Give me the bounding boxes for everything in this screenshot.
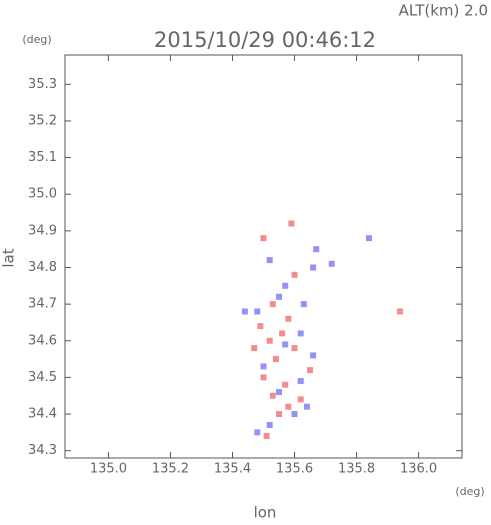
radar-cell (276, 293, 283, 300)
radar-cell (263, 433, 270, 440)
x-tick-label: 135.0 (90, 462, 127, 477)
x-label: lon (254, 504, 277, 522)
radar-cell (288, 220, 295, 227)
y-tick-label: 34.5 (28, 370, 57, 385)
y-tick-label: 34.3 (28, 443, 57, 458)
radar-cell (303, 403, 310, 410)
radar-cell (300, 301, 307, 308)
y-tick-label: 34.4 (28, 407, 57, 422)
radar-cell (291, 271, 298, 278)
y-unit: (deg) (22, 33, 51, 46)
radar-cell (285, 315, 292, 322)
plot-frame (64, 54, 463, 459)
radar-cell (279, 330, 286, 337)
y-tick-label: 35.2 (28, 113, 57, 128)
radar-cell (266, 257, 273, 264)
y-tick-label: 34.9 (28, 223, 57, 238)
radar-cell (285, 403, 292, 410)
radar-cell (251, 345, 258, 352)
radar-cell (269, 301, 276, 308)
y-tick-label: 35.3 (28, 77, 57, 92)
radar-cell (260, 363, 267, 370)
radar-cell (272, 356, 279, 363)
radar-cell (257, 323, 264, 330)
radar-cell (313, 246, 320, 253)
x-unit: (deg) (455, 485, 484, 498)
radar-cell (241, 308, 248, 315)
radar-cell (282, 341, 289, 348)
y-tick-label: 35.0 (28, 187, 57, 202)
radar-cell (276, 411, 283, 418)
radar-cell (266, 337, 273, 344)
radar-cell (291, 345, 298, 352)
y-tick-label: 34.7 (28, 297, 57, 312)
x-tick-label: 135.4 (214, 462, 251, 477)
y-tick-label: 34.8 (28, 260, 57, 275)
radar-cell (365, 235, 372, 242)
radar-cell (276, 389, 283, 396)
radar-cell (396, 308, 403, 315)
altitude-label: ALT(km) 2.0 (399, 2, 488, 20)
y-tick-label: 34.6 (28, 333, 57, 348)
radar-cell (328, 260, 335, 267)
radar-cell (282, 282, 289, 289)
x-tick-label: 135.8 (338, 462, 375, 477)
radar-cell (269, 392, 276, 399)
radar-cell (297, 330, 304, 337)
radar-cell (282, 381, 289, 388)
radar-cell (260, 235, 267, 242)
x-tick-label: 135.6 (276, 462, 313, 477)
radar-cell (291, 411, 298, 418)
radar-cell (254, 429, 261, 436)
radar-cell (254, 308, 261, 315)
radar-cell (266, 422, 273, 429)
x-tick-label: 136.0 (400, 462, 437, 477)
radar-cell (310, 352, 317, 359)
x-tick-label: 135.2 (152, 462, 189, 477)
radar-cell (260, 374, 267, 381)
y-label: lat (0, 248, 18, 267)
radar-cell (297, 396, 304, 403)
radar-cell (310, 264, 317, 271)
radar-cell (297, 378, 304, 385)
chart-title: 2015/10/29 00:46:12 (154, 28, 376, 52)
y-tick-label: 35.1 (28, 150, 57, 165)
radar-cell (307, 367, 314, 374)
